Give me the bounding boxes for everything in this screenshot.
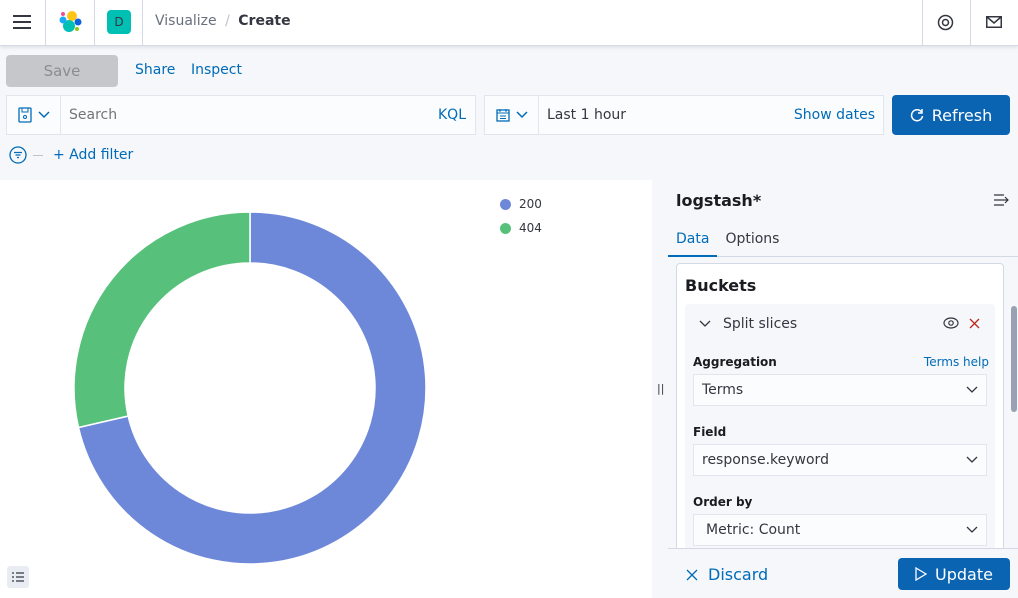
- editor-footer: Discard Update: [668, 548, 1018, 598]
- calendar-icon: [495, 109, 510, 122]
- inspect-link[interactable]: Inspect: [191, 62, 242, 78]
- field-select[interactable]: response.keyword: [693, 444, 987, 476]
- buckets-panel: Buckets Split slices Aggregation Terms h…: [676, 263, 1004, 553]
- discard-label: Discard: [708, 565, 769, 584]
- time-range[interactable]: Last 1 hour: [547, 107, 627, 123]
- editor-tabs: Data Options: [668, 223, 1018, 257]
- update-button[interactable]: Update: [898, 558, 1010, 590]
- legend-toggle-button[interactable]: [7, 566, 29, 588]
- refresh-label: Refresh: [931, 105, 993, 125]
- show-dates-link[interactable]: Show dates: [793, 107, 875, 123]
- buckets-title: Buckets: [685, 276, 757, 295]
- elastic-logo-icon[interactable]: [58, 10, 82, 34]
- refresh-button[interactable]: Refresh: [892, 95, 1010, 135]
- chevron-down-icon: [699, 320, 711, 327]
- legend-swatch: [500, 222, 511, 234]
- visualization-panel: 200 404: [0, 180, 652, 598]
- donut-slice-200[interactable]: [77, 211, 427, 565]
- refresh-icon: [910, 109, 924, 122]
- filter-icon[interactable]: [9, 146, 27, 164]
- breadcrumb-separator: /: [225, 13, 230, 29]
- top-header: D Visualize / Create: [0, 0, 1018, 46]
- space-avatar[interactable]: D: [107, 10, 131, 34]
- collapse-sidebar-icon[interactable]: [994, 194, 1010, 206]
- legend-label: 200: [519, 197, 542, 211]
- field-value: response.keyword: [702, 452, 829, 468]
- index-pattern-title: logstash*: [676, 191, 762, 210]
- chevron-down-icon: [515, 111, 528, 119]
- legend-label: 404: [519, 221, 542, 235]
- bucket-type: Split slices: [723, 316, 798, 332]
- save-button[interactable]: Save: [6, 55, 118, 87]
- discard-button[interactable]: Discard: [686, 565, 768, 584]
- order-by-label: Order by: [693, 495, 753, 509]
- chart-legend: 200 404: [500, 192, 542, 240]
- date-picker: Last 1 hour Show dates: [484, 95, 884, 135]
- kql-toggle[interactable]: KQL: [438, 107, 466, 123]
- tab-options[interactable]: Options: [725, 231, 780, 247]
- chevron-down-icon: [966, 526, 978, 533]
- mail-icon[interactable]: [986, 16, 1002, 28]
- editor-sidebar: logstash* Data Options Buckets Split sli…: [668, 180, 1018, 598]
- help-icon[interactable]: [937, 14, 954, 31]
- legend-swatch: [500, 198, 511, 210]
- remove-bucket-icon[interactable]: [969, 318, 980, 329]
- legend-item-200[interactable]: 200: [500, 192, 542, 216]
- aggregation-select[interactable]: Terms: [693, 374, 987, 406]
- legend-item-404[interactable]: 404: [500, 216, 542, 240]
- search-input[interactable]: [61, 107, 438, 123]
- filter-divider: [33, 154, 43, 156]
- bucket-header[interactable]: Split slices: [699, 316, 797, 332]
- update-label: Update: [935, 564, 993, 584]
- aggregation-value: Terms: [702, 382, 744, 398]
- terms-help-link[interactable]: Terms help: [923, 355, 989, 369]
- aggregation-label: Aggregation: [693, 355, 777, 369]
- scrollbar[interactable]: [1011, 306, 1017, 412]
- order-by-value: Metric: Count: [706, 522, 801, 538]
- chevron-down-icon: [966, 386, 978, 393]
- resize-handle[interactable]: ||: [657, 382, 665, 395]
- saved-query-menu[interactable]: [7, 96, 61, 134]
- order-by-select[interactable]: Metric: Count: [693, 514, 987, 546]
- breadcrumb-create: Create: [238, 13, 291, 29]
- breadcrumb-visualize[interactable]: Visualize: [155, 13, 217, 29]
- split-slices-bucket: Split slices Aggregation Terms help Term…: [685, 304, 995, 552]
- chevron-down-icon: [37, 111, 50, 119]
- eye-icon[interactable]: [943, 317, 959, 329]
- close-icon: [686, 569, 698, 580]
- tab-data[interactable]: Data: [668, 223, 718, 257]
- donut-slice-404[interactable]: [73, 211, 251, 429]
- breadcrumb: Visualize / Create: [155, 13, 291, 29]
- share-link[interactable]: Share: [135, 62, 176, 78]
- save-icon: [17, 107, 32, 123]
- play-icon: [915, 567, 928, 581]
- menu-icon[interactable]: [13, 14, 31, 30]
- field-label: Field: [693, 425, 727, 439]
- donut-chart: [73, 211, 427, 565]
- list-icon: [12, 572, 24, 582]
- query-bar: KQL: [6, 95, 476, 135]
- chevron-down-icon: [966, 456, 978, 463]
- quick-select-button[interactable]: [485, 96, 539, 134]
- add-filter-button[interactable]: + Add filter: [53, 147, 134, 163]
- filter-bar: + Add filter: [9, 146, 133, 164]
- space-initial: D: [114, 15, 124, 29]
